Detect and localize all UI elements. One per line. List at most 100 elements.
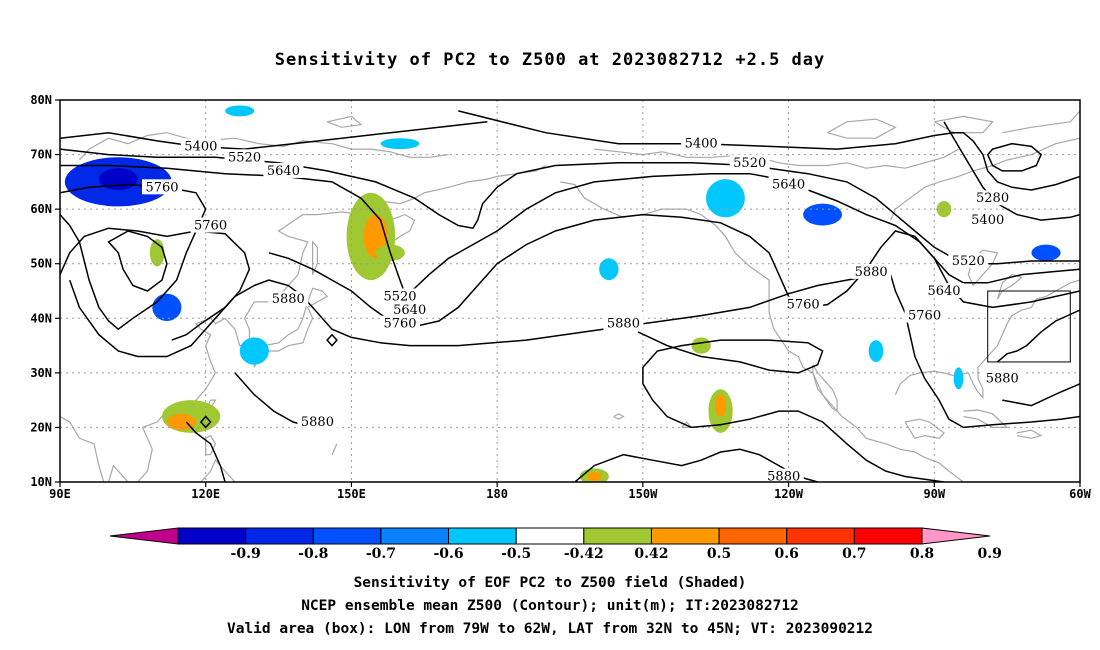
- contour-label-bg: [389, 302, 430, 318]
- lon-label: 150W: [628, 487, 658, 501]
- contour-line: [326, 333, 338, 347]
- sensitivity-patch: [166, 413, 196, 431]
- coastline-segment: [963, 409, 1009, 428]
- contour-label: 5880: [272, 292, 305, 307]
- contour-label-bg: [380, 315, 420, 331]
- contour-label-bg: [681, 135, 722, 151]
- contour-label-bg: [190, 217, 231, 233]
- contour-label: 5520: [383, 289, 416, 304]
- contour-label-bg: [380, 288, 420, 304]
- colorbar-tick-label: -0.6: [433, 546, 463, 562]
- contour-label: 5280: [976, 191, 1009, 206]
- coastline-segment: [60, 415, 105, 482]
- colorbar-box: [650, 527, 720, 545]
- contour-label: 5520: [952, 254, 985, 269]
- contour-label-bg: [948, 252, 989, 268]
- colorbar-tick-label: 0.5: [707, 546, 731, 562]
- contour-line: [574, 448, 818, 482]
- colorbar-tick-label: -0.9: [231, 546, 261, 562]
- colorbar-tick-label: -0.42: [564, 546, 604, 562]
- sensitivity-patch: [225, 105, 255, 117]
- contour-label: 5760: [908, 309, 941, 324]
- coastline-segment: [312, 240, 318, 275]
- lon-label: 150E: [337, 487, 366, 501]
- colorbar-box: [515, 527, 585, 545]
- lat-label: 70N: [30, 148, 52, 162]
- lon-label: 120W: [774, 487, 804, 501]
- coastline-segment: [1002, 110, 1080, 134]
- colorbar-box: [853, 527, 923, 545]
- colorbar-box: [312, 527, 382, 545]
- contour-line: [107, 230, 168, 292]
- chart-title: Sensitivity of PC2 to Z500 at 2023082712…: [274, 50, 826, 70]
- contour-label: 5880: [986, 371, 1019, 386]
- contour-label-bg: [972, 190, 1013, 206]
- colorbar-tick-label: 0.9: [977, 546, 1001, 562]
- contour-label: 5880: [767, 470, 800, 485]
- valid-area-box: [987, 290, 1071, 363]
- coastline-segment: [239, 481, 240, 482]
- coastline-segment: [812, 364, 838, 413]
- contour-label-bg: [268, 291, 309, 307]
- sensitivity-patch: [587, 472, 602, 481]
- contour-label: 5760: [194, 219, 227, 234]
- contour-label-bg: [851, 263, 892, 279]
- coastline-segment: [253, 287, 329, 368]
- lon-label: 180: [486, 487, 508, 501]
- lat-label: 20N: [30, 420, 52, 434]
- contour-label-bg: [904, 307, 945, 323]
- contour-label: 5400: [685, 137, 718, 152]
- sensitivity-patch: [803, 203, 842, 226]
- coastline-segment: [934, 115, 994, 134]
- contour-label-bg: [924, 283, 964, 298]
- colorbar-tick-label: 0.42: [634, 546, 668, 562]
- coastline-segment: [326, 115, 363, 128]
- contour-label: 5520: [733, 156, 766, 171]
- contour-label-bg: [297, 413, 338, 429]
- colorbar-max-arrow: [921, 527, 991, 545]
- sensitivity-patch: [691, 337, 711, 354]
- sensitivity-patch: [706, 179, 745, 218]
- contour-label: 5760: [787, 298, 820, 313]
- colorbar-tick-label: 0.8: [910, 546, 934, 562]
- caption-shading: Sensitivity of EOF PC2 to Z500 field (Sh…: [353, 575, 747, 591]
- contour-label-bg: [768, 176, 809, 192]
- contour-line: [1002, 383, 1080, 407]
- contour-label: 5640: [267, 164, 300, 179]
- lon-label: 90E: [49, 487, 71, 501]
- coastline-segment: [967, 249, 999, 286]
- colorbar: -0.9 -0.8 -0.7 -0.6 -0.5 -0.42 0.42 0.5 0.6 0.7 0.…: [109, 527, 1002, 562]
- contour-label: 5400: [971, 213, 1004, 228]
- contour-label: 5880: [607, 317, 640, 332]
- contour-label: 5400: [184, 139, 217, 154]
- longitude-axis: 90E 120E 150E 180 150W 120W 90W 60W: [49, 482, 1092, 501]
- contour-label-bg: [142, 179, 182, 195]
- sensitivity-patch: [868, 340, 884, 362]
- lat-label: 40N: [30, 311, 52, 325]
- colorbar-tick-label: -0.5: [501, 546, 531, 562]
- colorbar-box: [718, 527, 788, 545]
- contour-line: [60, 148, 1080, 265]
- coastline-segment: [1016, 429, 1043, 439]
- coastline-segment: [904, 418, 945, 440]
- coastline-segment: [613, 413, 625, 420]
- lon-label: 90W: [923, 487, 945, 501]
- contour-label-bg: [224, 149, 265, 165]
- grid-lines: [60, 100, 1080, 482]
- lat-label: 50N: [30, 257, 52, 271]
- lat-label: 80N: [30, 93, 52, 107]
- sensitivity-patch: [953, 367, 964, 390]
- coastline-segment: [108, 164, 546, 482]
- contour-line: [60, 121, 488, 150]
- sensitivity-patch: [239, 337, 269, 365]
- contour-label-bg: [982, 370, 1023, 386]
- coastline-segment: [78, 132, 449, 161]
- sensitivity-patch: [599, 258, 619, 281]
- sensitivity-patch: [152, 293, 182, 322]
- latitude-axis: 80N 70N 60N 50N 40N 30N 20N 10N: [30, 93, 60, 489]
- contour-label-bg: [729, 154, 770, 170]
- colorbar-box: [245, 527, 314, 545]
- contour-line: [60, 164, 1080, 295]
- contour-label-bg: [763, 468, 804, 484]
